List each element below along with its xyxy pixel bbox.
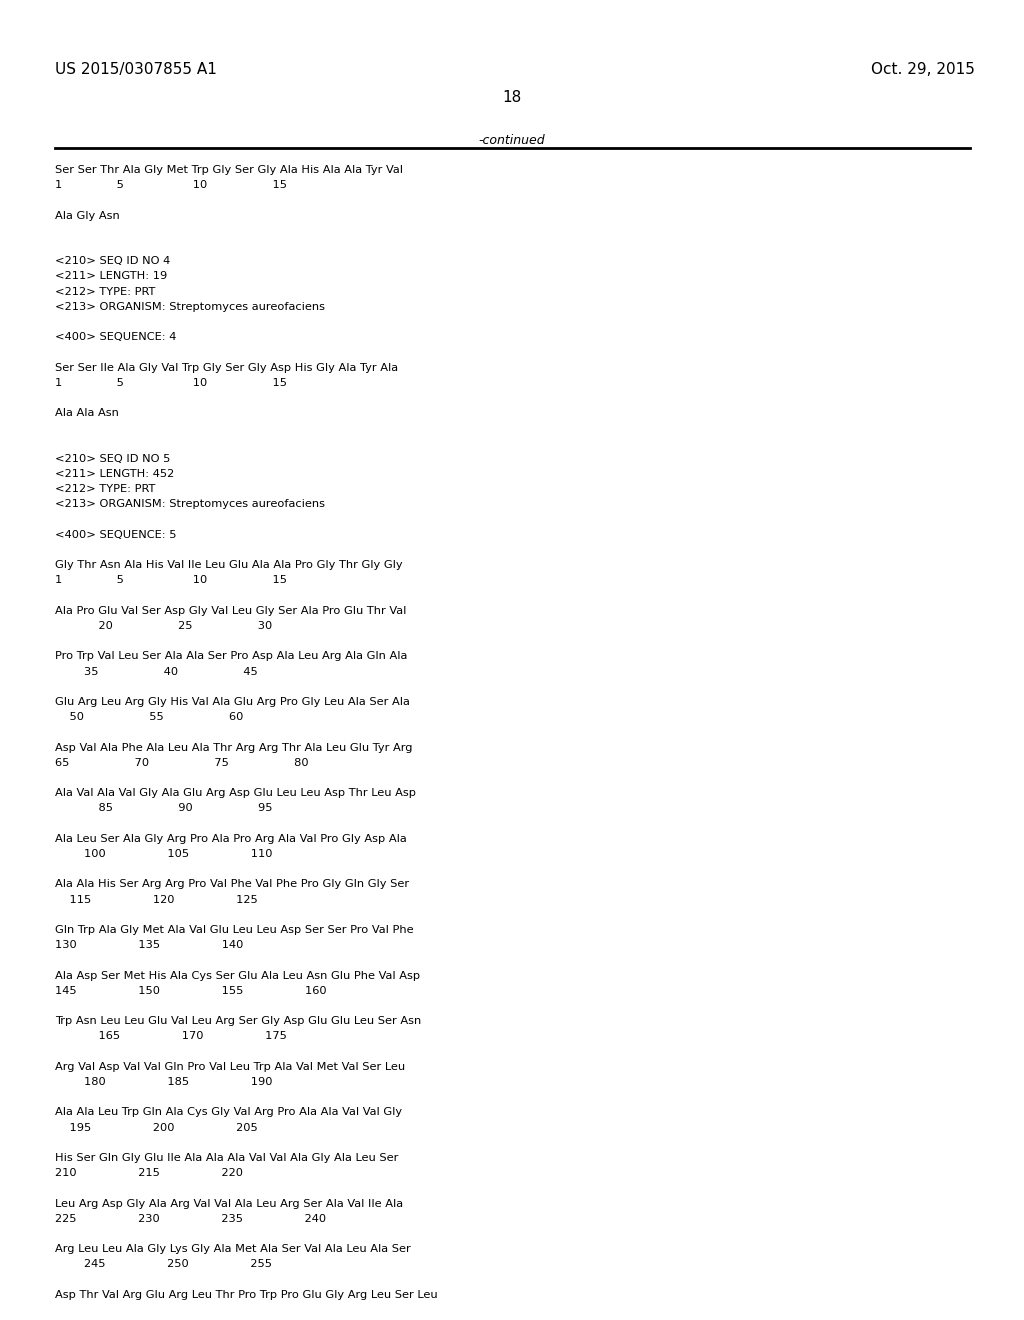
Text: <211> LENGTH: 19: <211> LENGTH: 19 — [55, 272, 167, 281]
Text: Oct. 29, 2015: Oct. 29, 2015 — [871, 62, 975, 77]
Text: Ser Ser Thr Ala Gly Met Trp Gly Ser Gly Ala His Ala Ala Tyr Val: Ser Ser Thr Ala Gly Met Trp Gly Ser Gly … — [55, 165, 403, 176]
Text: Gln Trp Ala Gly Met Ala Val Glu Leu Leu Asp Ser Ser Pro Val Phe: Gln Trp Ala Gly Met Ala Val Glu Leu Leu … — [55, 925, 414, 935]
Text: 100                 105                 110: 100 105 110 — [55, 849, 272, 859]
Text: His Ser Gln Gly Glu Ile Ala Ala Ala Val Val Ala Gly Ala Leu Ser: His Ser Gln Gly Glu Ile Ala Ala Ala Val … — [55, 1152, 398, 1163]
Text: Ala Ala Asn: Ala Ala Asn — [55, 408, 119, 418]
Text: Ala Gly Asn: Ala Gly Asn — [55, 211, 120, 220]
Text: 130                 135                 140: 130 135 140 — [55, 940, 244, 950]
Text: Gly Thr Asn Ala His Val Ile Leu Glu Ala Ala Pro Gly Thr Gly Gly: Gly Thr Asn Ala His Val Ile Leu Glu Ala … — [55, 560, 402, 570]
Text: Asp Val Ala Phe Ala Leu Ala Thr Arg Arg Thr Ala Leu Glu Tyr Arg: Asp Val Ala Phe Ala Leu Ala Thr Arg Arg … — [55, 743, 413, 752]
Text: 1               5                   10                  15: 1 5 10 15 — [55, 378, 287, 388]
Text: <212> TYPE: PRT: <212> TYPE: PRT — [55, 484, 156, 494]
Text: Arg Leu Leu Ala Gly Lys Gly Ala Met Ala Ser Val Ala Leu Ala Ser: Arg Leu Leu Ala Gly Lys Gly Ala Met Ala … — [55, 1245, 411, 1254]
Text: Ala Ala Leu Trp Gln Ala Cys Gly Val Arg Pro Ala Ala Val Val Gly: Ala Ala Leu Trp Gln Ala Cys Gly Val Arg … — [55, 1107, 402, 1118]
Text: 65                  70                  75                  80: 65 70 75 80 — [55, 758, 308, 768]
Text: 115                 120                 125: 115 120 125 — [55, 895, 258, 904]
Text: 1               5                   10                  15: 1 5 10 15 — [55, 181, 287, 190]
Text: Ala Ala His Ser Arg Arg Pro Val Phe Val Phe Pro Gly Gln Gly Ser: Ala Ala His Ser Arg Arg Pro Val Phe Val … — [55, 879, 410, 890]
Text: <211> LENGTH: 452: <211> LENGTH: 452 — [55, 469, 174, 479]
Text: Trp Asn Leu Leu Glu Val Leu Arg Ser Gly Asp Glu Glu Leu Ser Asn: Trp Asn Leu Leu Glu Val Leu Arg Ser Gly … — [55, 1016, 421, 1026]
Text: 35                  40                  45: 35 40 45 — [55, 667, 258, 677]
Text: -continued: -continued — [478, 135, 546, 147]
Text: 245                 250                 255: 245 250 255 — [55, 1259, 272, 1270]
Text: Ala Asp Ser Met His Ala Cys Ser Glu Ala Leu Asn Glu Phe Val Asp: Ala Asp Ser Met His Ala Cys Ser Glu Ala … — [55, 970, 420, 981]
Text: 225                 230                 235                 240: 225 230 235 240 — [55, 1214, 326, 1224]
Text: 1               5                   10                  15: 1 5 10 15 — [55, 576, 287, 585]
Text: Ala Pro Glu Val Ser Asp Gly Val Leu Gly Ser Ala Pro Glu Thr Val: Ala Pro Glu Val Ser Asp Gly Val Leu Gly … — [55, 606, 407, 616]
Text: <212> TYPE: PRT: <212> TYPE: PRT — [55, 286, 156, 297]
Text: <213> ORGANISM: Streptomyces aureofaciens: <213> ORGANISM: Streptomyces aureofacien… — [55, 302, 325, 312]
Text: <400> SEQUENCE: 5: <400> SEQUENCE: 5 — [55, 529, 176, 540]
Text: Glu Arg Leu Arg Gly His Val Ala Glu Arg Pro Gly Leu Ala Ser Ala: Glu Arg Leu Arg Gly His Val Ala Glu Arg … — [55, 697, 410, 708]
Text: 85                  90                  95: 85 90 95 — [55, 804, 272, 813]
Text: 195                 200                 205: 195 200 205 — [55, 1122, 258, 1133]
Text: 165                 170                 175: 165 170 175 — [55, 1031, 287, 1041]
Text: Ala Val Ala Val Gly Ala Glu Arg Asp Glu Leu Leu Asp Thr Leu Asp: Ala Val Ala Val Gly Ala Glu Arg Asp Glu … — [55, 788, 416, 799]
Text: <400> SEQUENCE: 4: <400> SEQUENCE: 4 — [55, 333, 176, 342]
Text: Pro Trp Val Leu Ser Ala Ala Ser Pro Asp Ala Leu Arg Ala Gln Ala: Pro Trp Val Leu Ser Ala Ala Ser Pro Asp … — [55, 651, 408, 661]
Text: Ser Ser Ile Ala Gly Val Trp Gly Ser Gly Asp His Gly Ala Tyr Ala: Ser Ser Ile Ala Gly Val Trp Gly Ser Gly … — [55, 363, 398, 372]
Text: <210> SEQ ID NO 5: <210> SEQ ID NO 5 — [55, 454, 170, 463]
Text: Leu Arg Asp Gly Ala Arg Val Val Ala Leu Arg Ser Ala Val Ile Ala: Leu Arg Asp Gly Ala Arg Val Val Ala Leu … — [55, 1199, 403, 1209]
Text: Arg Val Asp Val Val Gln Pro Val Leu Trp Ala Val Met Val Ser Leu: Arg Val Asp Val Val Gln Pro Val Leu Trp … — [55, 1061, 406, 1072]
Text: Asp Thr Val Arg Glu Arg Leu Thr Pro Trp Pro Glu Gly Arg Leu Ser Leu: Asp Thr Val Arg Glu Arg Leu Thr Pro Trp … — [55, 1290, 437, 1300]
Text: 20                  25                  30: 20 25 30 — [55, 620, 272, 631]
Text: 50                  55                  60: 50 55 60 — [55, 713, 244, 722]
Text: <210> SEQ ID NO 4: <210> SEQ ID NO 4 — [55, 256, 170, 267]
Text: Ala Leu Ser Ala Gly Arg Pro Ala Pro Arg Ala Val Pro Gly Asp Ala: Ala Leu Ser Ala Gly Arg Pro Ala Pro Arg … — [55, 834, 407, 843]
Text: US 2015/0307855 A1: US 2015/0307855 A1 — [55, 62, 217, 77]
Text: <213> ORGANISM: Streptomyces aureofaciens: <213> ORGANISM: Streptomyces aureofacien… — [55, 499, 325, 510]
Text: 18: 18 — [503, 90, 521, 106]
Text: 210                 215                 220: 210 215 220 — [55, 1168, 243, 1179]
Text: 180                 185                 190: 180 185 190 — [55, 1077, 272, 1086]
Text: 145                 150                 155                 160: 145 150 155 160 — [55, 986, 327, 995]
